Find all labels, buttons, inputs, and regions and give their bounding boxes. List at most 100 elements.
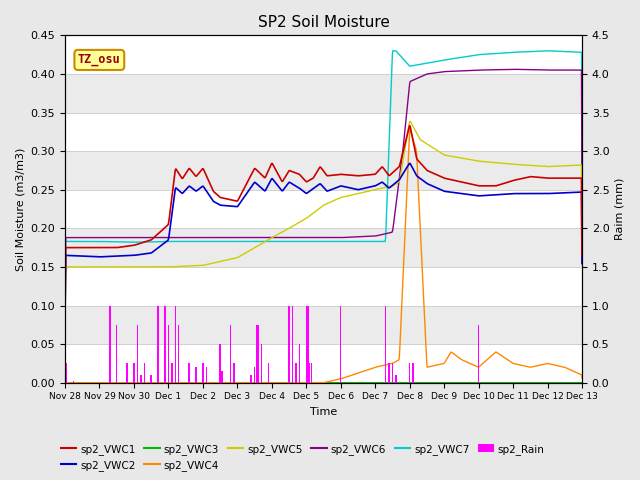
sp2_VWC1 <box>568 175 576 181</box>
sp2_VWC5 <box>61 322 69 328</box>
sp2_VWC4 <box>578 375 586 381</box>
Bar <box>221 371 223 383</box>
Bar <box>65 74 582 112</box>
sp2_VWC2 <box>568 190 576 195</box>
Bar <box>178 325 179 383</box>
Bar <box>157 306 159 383</box>
Bar <box>65 228 582 267</box>
Bar <box>388 363 390 383</box>
sp2_VWC3 <box>282 380 289 385</box>
sp2_VWC5 <box>259 240 267 245</box>
sp2_VWC6 <box>61 307 69 313</box>
Bar <box>133 363 134 383</box>
sp2_VWC6 <box>513 67 520 72</box>
Line: sp2_VWC7: sp2_VWC7 <box>65 51 582 298</box>
Bar <box>202 363 204 383</box>
sp2_VWC1 <box>259 174 267 180</box>
Line: sp2_VWC6: sp2_VWC6 <box>65 69 582 310</box>
sp2_VWC4 <box>120 380 128 385</box>
sp2_VWC7 <box>259 239 267 244</box>
sp2_VWC3 <box>512 380 520 385</box>
Bar <box>143 363 145 383</box>
sp2_VWC4 <box>151 380 159 385</box>
sp2_VWC4 <box>282 380 289 385</box>
sp2_VWC4 <box>259 380 267 385</box>
sp2_VWC1 <box>120 244 128 250</box>
Line: sp2_VWC2: sp2_VWC2 <box>65 163 582 319</box>
sp2_VWC5 <box>513 162 520 168</box>
Bar <box>109 306 111 383</box>
Text: TZ_osu: TZ_osu <box>78 53 121 66</box>
Bar <box>140 375 141 383</box>
Bar <box>230 325 231 383</box>
sp2_VWC7 <box>568 49 576 55</box>
Bar <box>305 306 307 383</box>
Bar <box>220 344 221 383</box>
sp2_VWC7 <box>151 239 159 245</box>
sp2_VWC5 <box>282 228 289 233</box>
sp2_VWC3 <box>259 380 267 385</box>
sp2_VWC5 <box>151 264 159 270</box>
sp2_VWC6 <box>578 184 586 190</box>
Bar <box>171 363 173 383</box>
Bar <box>168 325 169 383</box>
sp2_VWC3 <box>568 380 575 385</box>
Bar <box>307 306 308 383</box>
Bar <box>295 363 296 383</box>
Bar <box>395 375 397 383</box>
sp2_VWC2 <box>578 261 586 266</box>
sp2_VWC6 <box>120 235 128 240</box>
sp2_VWC7 <box>578 181 586 187</box>
sp2_VWC6 <box>282 235 289 240</box>
Bar <box>250 375 252 383</box>
Bar <box>409 363 410 383</box>
sp2_VWC7 <box>61 295 69 301</box>
sp2_VWC5 <box>120 264 128 270</box>
Y-axis label: Raim (mm): Raim (mm) <box>615 178 625 240</box>
sp2_VWC6 <box>259 235 267 240</box>
sp2_VWC1 <box>578 252 586 258</box>
Bar <box>66 363 67 383</box>
sp2_VWC2 <box>513 191 520 196</box>
sp2_VWC1 <box>282 173 289 179</box>
sp2_VWC6 <box>568 67 576 73</box>
sp2_VWC1 <box>513 177 520 182</box>
Bar <box>65 306 582 344</box>
Bar <box>257 325 259 383</box>
sp2_VWC4 <box>61 380 69 385</box>
Bar <box>73 381 74 383</box>
Bar <box>478 325 479 383</box>
Bar <box>392 363 393 383</box>
sp2_VWC2 <box>406 160 413 166</box>
sp2_VWC2 <box>151 248 159 253</box>
Bar <box>126 363 128 383</box>
sp2_VWC2 <box>120 253 128 259</box>
Line: sp2_VWC1: sp2_VWC1 <box>65 126 582 315</box>
sp2_VWC1 <box>61 312 69 318</box>
Bar <box>289 306 290 383</box>
sp2_VWC3 <box>578 380 586 385</box>
Bar <box>385 306 386 383</box>
sp2_VWC7 <box>513 49 520 55</box>
sp2_VWC7 <box>282 239 289 244</box>
Bar <box>255 325 257 383</box>
Bar <box>412 363 414 383</box>
sp2_VWC1 <box>151 234 159 240</box>
sp2_VWC3 <box>61 380 69 385</box>
Bar <box>311 363 312 383</box>
Bar <box>260 344 262 383</box>
Bar <box>309 363 310 383</box>
Bar <box>188 363 190 383</box>
sp2_VWC2 <box>282 184 289 190</box>
Bar <box>175 306 176 383</box>
Bar <box>137 325 138 383</box>
Bar <box>299 344 300 383</box>
X-axis label: Time: Time <box>310 407 337 417</box>
Line: sp2_VWC4: sp2_VWC4 <box>65 129 582 383</box>
sp2_VWC7 <box>120 239 128 245</box>
sp2_VWC4 <box>568 368 576 373</box>
Bar <box>150 375 152 383</box>
Bar <box>195 367 196 383</box>
sp2_VWC5 <box>578 244 586 250</box>
Bar <box>65 151 582 190</box>
